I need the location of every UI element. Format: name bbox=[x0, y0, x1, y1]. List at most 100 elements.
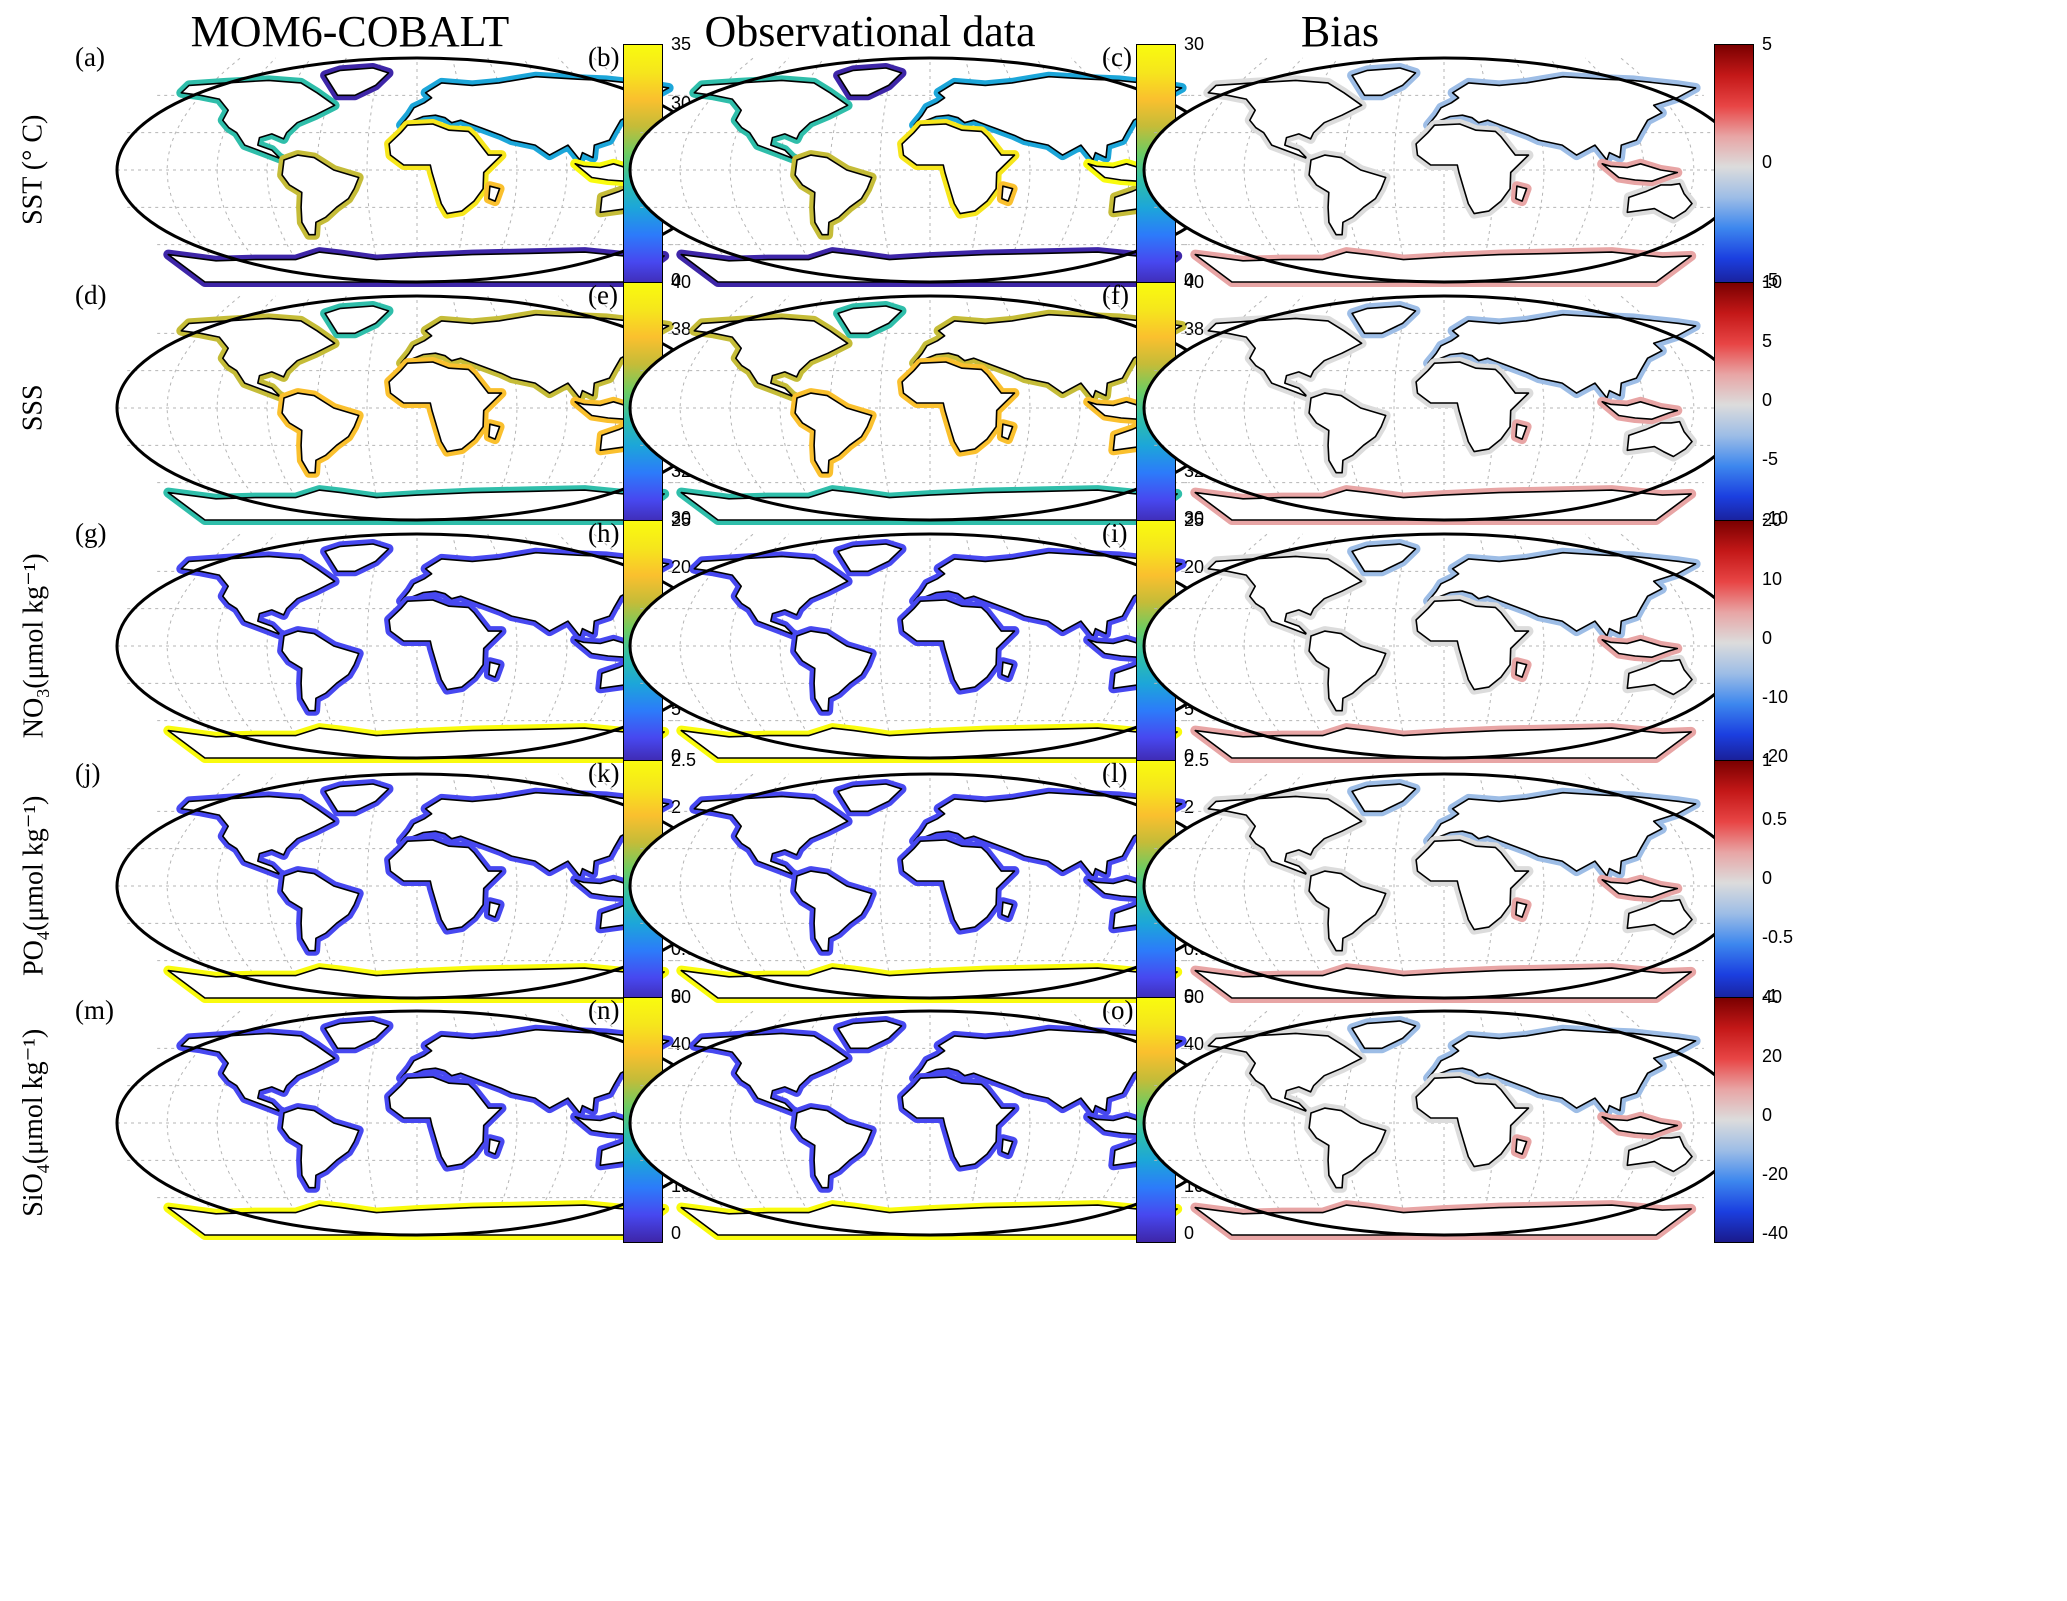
row-variable-label: PO4 (μmol kg⁻¹) bbox=[0, 758, 70, 1014]
continent-outline bbox=[388, 599, 503, 691]
colorbar-tick-label: -40 bbox=[1762, 1223, 1789, 1243]
variable-subscript: 3 bbox=[32, 688, 53, 698]
continent-outline bbox=[1427, 75, 1697, 161]
row-variable-label: SiO4 (μmol kg⁻¹) bbox=[0, 995, 70, 1251]
continent-outline bbox=[1194, 251, 1692, 283]
continent-outline bbox=[1515, 185, 1528, 202]
map-panel: (b)3020100 bbox=[588, 35, 1308, 302]
continent-outline bbox=[1515, 1138, 1528, 1155]
continent-outline bbox=[400, 75, 670, 161]
colorbar-tick-label: 30 bbox=[671, 508, 692, 528]
colorbar bbox=[1714, 997, 1754, 1243]
continent-outline bbox=[901, 123, 1016, 215]
map-panel: (l) 1 0.5 0 -0.5 -1 bbox=[1102, 751, 1822, 1018]
continent-outline bbox=[1626, 898, 1693, 936]
continent-outline bbox=[1001, 1138, 1014, 1155]
continent-outline bbox=[1207, 79, 1363, 161]
world-map bbox=[628, 56, 1232, 287]
panel-letter: (n) bbox=[588, 995, 620, 1025]
continent-outline bbox=[901, 1076, 1016, 1168]
continent-outline bbox=[1194, 489, 1692, 521]
continent-outline bbox=[388, 123, 503, 215]
colorbar-tick-label: 5 bbox=[671, 698, 682, 719]
continent-outline bbox=[1515, 423, 1528, 440]
continent-outline bbox=[913, 1028, 1183, 1114]
colorbar-tick-label: 20 bbox=[1762, 510, 1783, 530]
continent-outline bbox=[794, 870, 873, 952]
colorbar-tick-label: 0 bbox=[671, 1223, 682, 1243]
continent-outline bbox=[913, 791, 1183, 877]
continent-outline bbox=[837, 783, 903, 813]
continent-outline bbox=[837, 543, 903, 573]
world-map bbox=[1142, 56, 1746, 287]
colorbar-tick-label: 5 bbox=[1762, 34, 1773, 54]
continent-outline bbox=[281, 392, 360, 474]
colorbar-tick-label: 0 bbox=[1762, 152, 1773, 172]
continent-outline bbox=[1001, 661, 1014, 678]
colorbar-tick-label: 30 bbox=[1184, 508, 1205, 528]
colorbar-tick-label: 2 bbox=[1184, 797, 1195, 818]
variable-subscript: 4 bbox=[32, 1164, 53, 1174]
panel-letter: (l) bbox=[1102, 758, 1128, 788]
continent-outline bbox=[1427, 1028, 1697, 1114]
colorbar-tick-label: -0.5 bbox=[1762, 927, 1794, 947]
continent-outline bbox=[324, 1020, 390, 1050]
continent-outline bbox=[400, 551, 670, 637]
continent-outline bbox=[1601, 639, 1679, 658]
continent-outline bbox=[693, 1032, 849, 1114]
continent-outline bbox=[180, 79, 336, 161]
continent-outline bbox=[1601, 879, 1679, 898]
colorbar bbox=[1714, 44, 1754, 290]
colorbar-tick-label: -20 bbox=[1762, 746, 1789, 766]
continent-outline bbox=[913, 313, 1183, 399]
colorbar-tick-label: 0 bbox=[671, 746, 682, 766]
colorbar-tick-label: 40 bbox=[1762, 987, 1783, 1007]
continent-outline bbox=[1308, 1107, 1387, 1189]
continent-outline bbox=[1001, 423, 1014, 440]
world-map bbox=[115, 772, 719, 1003]
map-panel: (f) 10 5 0 -5 -10 bbox=[1102, 273, 1822, 540]
continent-outline bbox=[1194, 967, 1692, 999]
continent-outline bbox=[400, 1028, 670, 1114]
continent-outline bbox=[1308, 630, 1387, 712]
colorbar-tick-label: 0 bbox=[1184, 1223, 1195, 1243]
continent-outline bbox=[837, 67, 903, 97]
continent-outline bbox=[1351, 67, 1417, 97]
colorbar-tick-label: 0 bbox=[1762, 628, 1773, 648]
continent-outline bbox=[794, 1107, 873, 1189]
continent-outline bbox=[281, 1107, 360, 1189]
panel-letter: (g) bbox=[75, 518, 107, 548]
variable-name: SSS bbox=[17, 384, 49, 432]
world-map bbox=[1142, 1009, 1746, 1240]
colorbar-tick-label: 50 bbox=[1184, 987, 1205, 1007]
panel-letter: (e) bbox=[588, 280, 618, 310]
continent-outline bbox=[1601, 401, 1679, 420]
continent-outline bbox=[1001, 901, 1014, 918]
world-map bbox=[628, 1009, 1232, 1240]
continent-outline bbox=[324, 67, 390, 97]
world-map bbox=[115, 1009, 719, 1240]
colorbar-tick-label: 0 bbox=[1762, 1105, 1773, 1125]
continent-outline bbox=[1207, 555, 1363, 637]
colorbar-tick-label: -20 bbox=[1762, 1164, 1789, 1184]
continent-outline bbox=[324, 305, 390, 335]
continent-outline bbox=[400, 313, 670, 399]
colorbar-tick-label: 50 bbox=[671, 987, 692, 1007]
continent-outline bbox=[281, 154, 360, 236]
colorbar-tick-label: 0 bbox=[1184, 270, 1195, 290]
panel-letter: (m) bbox=[75, 995, 114, 1025]
variable-unit: (μmol kg⁻¹) bbox=[18, 795, 50, 932]
continent-outline bbox=[488, 901, 501, 918]
world-map bbox=[1142, 772, 1746, 1003]
world-map bbox=[1142, 294, 1746, 525]
continent-outline bbox=[281, 870, 360, 952]
continent-outline bbox=[794, 154, 873, 236]
continent-outline bbox=[1207, 1032, 1363, 1114]
panel-letter: (f) bbox=[1102, 280, 1129, 310]
continent-outline bbox=[488, 661, 501, 678]
continent-outline bbox=[1308, 392, 1387, 474]
continent-outline bbox=[388, 1076, 503, 1168]
continent-outline bbox=[180, 317, 336, 399]
colorbar-tick-label: 2 bbox=[671, 797, 682, 818]
continent-outline bbox=[180, 1032, 336, 1114]
